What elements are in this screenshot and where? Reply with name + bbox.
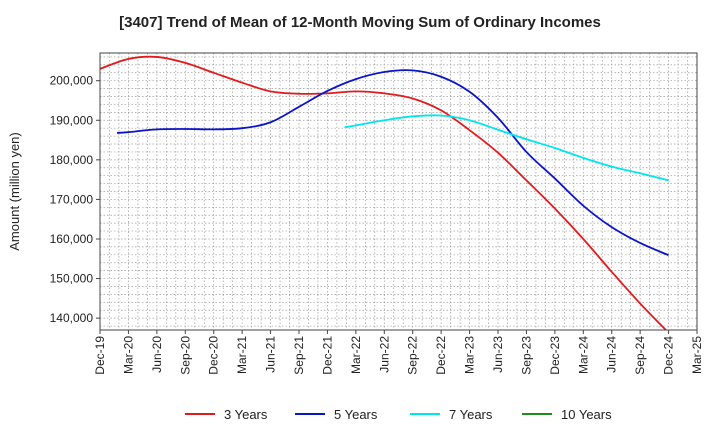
legend: 3 Years 5 Years 7 Years 10 Years — [185, 407, 612, 422]
axis-layer: 140,000 150,000 160,000 170,000 180,000 190,0… — [50, 74, 704, 375]
legend-label-5-years: 5 Years — [334, 407, 378, 422]
x-tick-label: Sep-23 — [519, 336, 533, 375]
plot-frame — [99, 52, 698, 331]
y-tick-label: 180,000 — [50, 153, 94, 167]
series-line-5-years — [116, 69, 669, 257]
legend-label-7-years: 7 Years — [449, 407, 493, 422]
x-tick-label: Sep-24 — [633, 336, 647, 375]
x-tick-label: Jun-20 — [150, 336, 164, 373]
x-tick-label: Dec-21 — [320, 336, 334, 375]
y-tick-label: 150,000 — [50, 272, 94, 286]
chart-title: [3407] Trend of Mean of 12-Month Moving … — [119, 14, 601, 31]
series-layer — [100, 55, 669, 330]
grid-layer — [100, 53, 697, 330]
x-tick-label: Dec-24 — [662, 336, 676, 375]
x-tick-label: Jun-22 — [377, 336, 391, 373]
x-tick-label: Dec-23 — [548, 336, 562, 375]
series-line-3-years — [100, 55, 668, 330]
x-tick-label: Sep-20 — [178, 336, 192, 375]
x-tick-label: Dec-19 — [93, 336, 107, 375]
x-tick-label: Jun-24 — [605, 336, 619, 373]
y-axis-title: Amount (million yen) — [7, 132, 22, 251]
y-tick-label: 140,000 — [50, 311, 94, 325]
x-tick-label: Mar-23 — [463, 336, 477, 374]
y-tick-label: 170,000 — [50, 192, 94, 206]
x-tick-label: Mar-21 — [235, 336, 249, 374]
x-tick-label: Dec-22 — [434, 336, 448, 375]
x-tick-label: Dec-20 — [207, 336, 221, 375]
x-tick-label: Jun-23 — [491, 336, 505, 373]
x-tick-label: Mar-20 — [121, 336, 135, 374]
legend-label-10-years: 10 Years — [561, 407, 612, 422]
x-tick-label: Mar-25 — [690, 336, 704, 374]
x-tick-label: Mar-24 — [576, 336, 590, 374]
y-tick-label: 200,000 — [50, 74, 94, 88]
x-tick-label: Mar-22 — [349, 336, 363, 374]
series-line-7-years — [344, 114, 669, 182]
x-tick-label: Sep-21 — [292, 336, 306, 375]
y-tick-label: 190,000 — [50, 113, 94, 127]
x-tick-label: Jun-21 — [264, 336, 278, 373]
legend-label-3-years: 3 Years — [224, 407, 268, 422]
y-tick-label: 160,000 — [50, 232, 94, 246]
x-tick-label: Sep-22 — [406, 336, 420, 375]
